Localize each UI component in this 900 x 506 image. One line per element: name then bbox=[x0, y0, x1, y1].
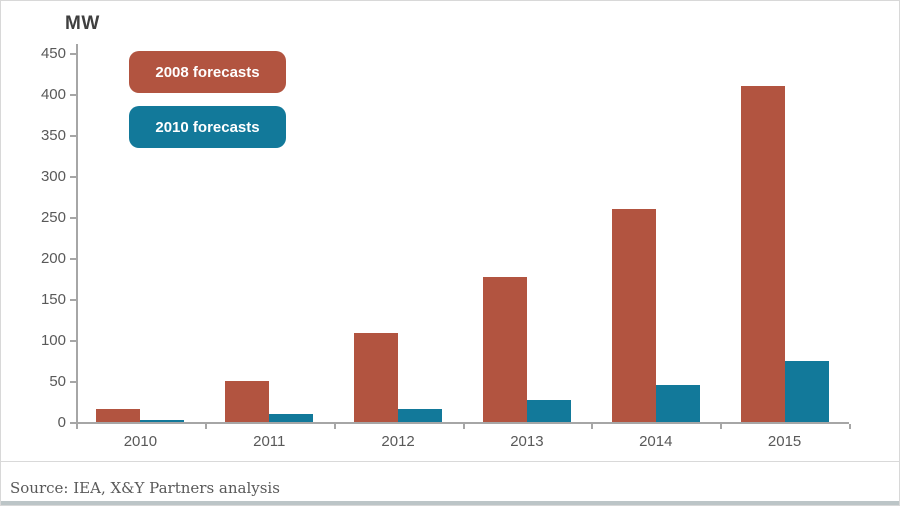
source-text: Source: IEA, X&Y Partners analysis bbox=[10, 479, 280, 497]
x-tick-label-2013: 2013 bbox=[510, 433, 544, 450]
x-tick bbox=[720, 424, 723, 429]
bar-2010-2013 bbox=[526, 399, 571, 422]
y-tick bbox=[70, 94, 76, 96]
x-tick-label-2014: 2014 bbox=[639, 433, 673, 450]
x-tick-label-2012: 2012 bbox=[381, 433, 415, 450]
bar-2010-2011 bbox=[269, 413, 314, 422]
bar-2008-2012 bbox=[354, 333, 399, 422]
y-tick-label: 250 bbox=[40, 209, 66, 226]
y-axis bbox=[76, 44, 78, 424]
y-tick bbox=[70, 258, 76, 260]
y-tick-label: 50 bbox=[49, 373, 66, 390]
x-tick bbox=[462, 424, 465, 429]
x-tick-label-2010: 2010 bbox=[123, 433, 158, 450]
y-tick-label: 300 bbox=[40, 168, 66, 185]
y-tick bbox=[70, 176, 76, 178]
y-tick bbox=[70, 135, 76, 137]
legend-item-2008-forecasts: 2008 forecasts bbox=[129, 51, 286, 93]
y-tick bbox=[70, 381, 76, 383]
bar-2008-2010 bbox=[96, 408, 141, 422]
bottom-accent-band bbox=[1, 501, 899, 505]
y-tick-label: 400 bbox=[40, 86, 66, 103]
bar-2008-2013 bbox=[482, 276, 527, 422]
x-tick-label-2015: 2015 bbox=[767, 433, 802, 450]
y-tick bbox=[70, 299, 76, 301]
x-tick bbox=[333, 424, 336, 429]
x-tick bbox=[591, 424, 594, 429]
x-tick bbox=[849, 424, 851, 429]
y-tick-label: 200 bbox=[40, 250, 66, 267]
y-tick-label: 150 bbox=[40, 291, 66, 308]
y-tick bbox=[70, 340, 76, 342]
bar-2008-2011 bbox=[225, 381, 270, 422]
bar-2010-2014 bbox=[655, 385, 700, 422]
y-tick-label: 0 bbox=[57, 414, 66, 431]
y-tick bbox=[70, 217, 76, 219]
legend-label-2010: 2010 forecasts bbox=[155, 118, 260, 136]
x-tick bbox=[204, 424, 207, 429]
footer-divider bbox=[1, 461, 899, 462]
legend-label-2008: 2008 forecasts bbox=[155, 63, 260, 81]
y-tick-label: 100 bbox=[40, 332, 66, 349]
bar-2008-2015 bbox=[740, 85, 785, 422]
x-axis bbox=[76, 422, 849, 424]
bar-2008-2014 bbox=[611, 208, 656, 422]
x-tick bbox=[76, 424, 78, 429]
legend-item-2010-forecasts: 2010 forecasts bbox=[129, 106, 286, 148]
legend: 2008 forecasts 2010 forecasts bbox=[129, 51, 289, 161]
y-tick bbox=[70, 422, 76, 424]
y-tick-label: 450 bbox=[40, 45, 66, 62]
x-tick-label-2011: 2011 bbox=[253, 433, 286, 450]
bar-2010-2015 bbox=[784, 360, 829, 422]
y-tick-label: 350 bbox=[40, 127, 66, 144]
bar-2010-2010 bbox=[140, 419, 185, 422]
chart-title: MW bbox=[65, 13, 100, 34]
y-tick bbox=[70, 53, 76, 55]
bar-2010-2012 bbox=[398, 408, 443, 422]
